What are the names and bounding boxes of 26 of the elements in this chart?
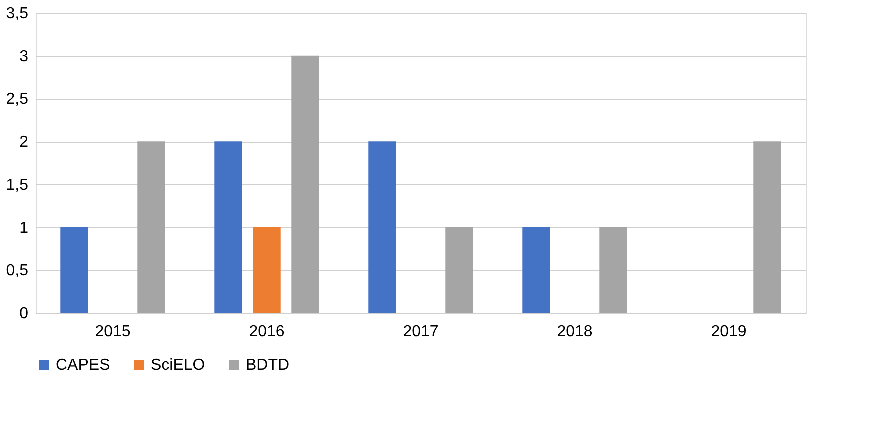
- legend-label: SciELO: [151, 357, 206, 374]
- y-tick-label: 2: [20, 134, 29, 152]
- bar: [214, 142, 242, 313]
- y-tick-label: 3: [20, 48, 29, 66]
- legend-label: BDTD: [246, 357, 290, 374]
- y-tick-label: 3,5: [6, 6, 29, 22]
- x-tick-label: 2016: [249, 324, 285, 340]
- y-tick-label: 0,5: [6, 262, 29, 280]
- y-tick-label: 2,5: [6, 91, 29, 108]
- x-tick-label: 2017: [403, 324, 439, 340]
- bar: [60, 227, 88, 313]
- bar: [446, 227, 474, 313]
- y-tick-label: 1,5: [6, 176, 29, 194]
- x-tick-label: 2015: [95, 324, 131, 340]
- y-tick-label: 0: [20, 306, 29, 322]
- bar: [754, 142, 782, 313]
- y-tick-label: 1: [20, 220, 29, 237]
- bar: [138, 142, 166, 313]
- bar: [600, 227, 628, 313]
- legend-label: CAPES: [56, 357, 110, 374]
- bar: [253, 227, 281, 313]
- bar: [368, 142, 396, 313]
- x-tick-label: 2018: [557, 324, 593, 340]
- bar: [292, 56, 320, 313]
- bar: [522, 227, 550, 313]
- x-tick-label: 2019: [711, 324, 747, 340]
